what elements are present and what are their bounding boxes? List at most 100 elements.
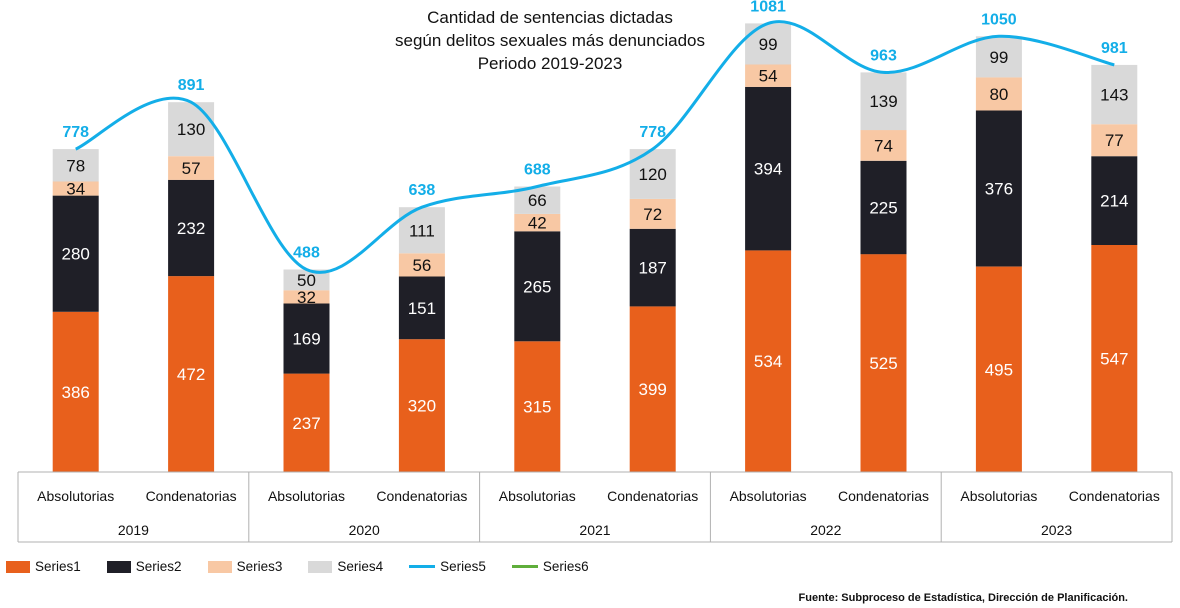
legend-swatch-series4 <box>308 560 333 573</box>
category-label-4: Absolutorias <box>499 488 576 504</box>
data-label-series2-6: 394 <box>754 160 782 179</box>
data-label-series3-5: 72 <box>643 205 662 224</box>
data-label-series1-7: 525 <box>869 354 897 373</box>
bar-series4-9 <box>1091 64 1138 125</box>
data-label-series3-3: 56 <box>412 256 431 275</box>
data-label-series2-2: 169 <box>292 330 320 349</box>
series5-total-line <box>75 20 1115 274</box>
legend-item-series1: Series1 <box>6 559 81 574</box>
data-label-series2-3: 151 <box>408 299 436 318</box>
bar-series3-3 <box>398 253 445 277</box>
legend-label-series3: Series3 <box>236 559 283 574</box>
data-label-series2-7: 225 <box>869 198 897 217</box>
bar-series2-7 <box>860 160 907 255</box>
data-label-series1-5: 399 <box>639 380 667 399</box>
chart-title-line-1: Cantidad de sentencias dictadas <box>427 8 673 27</box>
bar-series3-0 <box>52 181 99 196</box>
total-label-3: 638 <box>409 182 436 199</box>
bar-series2-1 <box>168 179 215 277</box>
bar-series3-5 <box>629 198 676 229</box>
data-label-series1-6: 534 <box>754 352 782 371</box>
legend-swatch-series1 <box>6 560 30 573</box>
data-label-series2-1: 232 <box>177 219 205 238</box>
data-label-series2-8: 376 <box>985 180 1013 199</box>
bar-series3-8 <box>975 77 1022 111</box>
data-label-series1-8: 495 <box>985 360 1013 379</box>
category-label-0: Absolutorias <box>37 488 114 504</box>
bar-series2-8 <box>975 110 1022 267</box>
legend-label-series6: Series6 <box>542 559 589 574</box>
legend-item-series4: Series4 <box>308 559 383 574</box>
data-label-series1-4: 315 <box>523 398 551 417</box>
legend-item-series3: Series3 <box>207 559 283 574</box>
bar-series3-2 <box>283 290 330 304</box>
bar-series1-5 <box>629 306 676 472</box>
data-label-series4-6: 99 <box>759 35 778 54</box>
year-label-2021: 2021 <box>579 522 610 538</box>
data-label-series1-1: 472 <box>177 365 205 384</box>
bar-series4-2 <box>283 269 330 291</box>
data-label-series3-7: 74 <box>874 136 893 155</box>
legend-swatch-series6 <box>511 565 538 568</box>
legend-item-series6: Series6 <box>511 559 589 574</box>
bar-series1-0 <box>52 311 99 472</box>
data-label-series3-8: 80 <box>989 85 1008 104</box>
data-label-series1-0: 386 <box>62 383 90 402</box>
chart-legend: Series1 Series2 Series3 Series4 Series5 … <box>6 559 615 574</box>
bar-series4-0 <box>52 149 99 182</box>
data-label-series3-1: 57 <box>182 159 201 178</box>
bar-series1-7 <box>860 254 907 472</box>
data-label-series4-8: 99 <box>989 48 1008 67</box>
data-label-series3-4: 42 <box>528 214 547 233</box>
data-label-series1-9: 547 <box>1100 350 1128 369</box>
bar-series3-7 <box>860 130 907 161</box>
total-label-9: 981 <box>1101 40 1128 57</box>
legend-swatch-series5 <box>409 565 436 568</box>
legend-item-series5: Series5 <box>409 559 486 574</box>
total-label-4: 688 <box>524 162 551 179</box>
category-label-3: Condenatorias <box>376 488 467 504</box>
chart-title-line-3: Periodo 2019-2023 <box>477 54 623 73</box>
total-label-1: 891 <box>178 77 205 94</box>
category-label-5: Condenatorias <box>607 488 698 504</box>
bar-series3-9 <box>1091 124 1138 157</box>
total-label-8: 1050 <box>981 11 1017 28</box>
legend-label-series5: Series5 <box>440 559 486 574</box>
category-label-9: Condenatorias <box>1069 488 1160 504</box>
data-label-series3-9: 77 <box>1105 131 1124 150</box>
bar-series4-8 <box>975 36 1022 78</box>
bar-series1-3 <box>398 339 445 472</box>
bar-series4-1 <box>168 102 215 157</box>
bar-series2-4 <box>514 231 561 342</box>
category-label-2: Absolutorias <box>268 488 345 504</box>
bar-series4-7 <box>860 72 907 131</box>
total-label-5: 778 <box>639 124 666 141</box>
chart-title: Cantidad de sentencias dictadas según de… <box>290 6 810 75</box>
data-label-series1-3: 320 <box>408 397 436 416</box>
bar-series1-8 <box>975 266 1022 472</box>
year-label-2022: 2022 <box>810 522 841 538</box>
bar-series2-3 <box>398 276 445 340</box>
category-label-7: Condenatorias <box>838 488 929 504</box>
data-label-series2-9: 214 <box>1100 192 1128 211</box>
category-label-8: Absolutorias <box>960 488 1037 504</box>
data-label-series4-0: 78 <box>66 156 85 175</box>
bar-series1-6 <box>745 250 792 472</box>
bar-series2-9 <box>1091 156 1138 245</box>
category-label-6: Absolutorias <box>730 488 807 504</box>
data-label-series4-2: 50 <box>297 271 316 290</box>
bar-series3-4 <box>514 213 561 232</box>
data-label-series2-4: 265 <box>523 277 551 296</box>
bar-series1-9 <box>1091 245 1138 472</box>
bar-series1-1 <box>168 276 215 472</box>
bar-series2-0 <box>52 195 99 312</box>
data-label-series2-0: 280 <box>62 245 90 264</box>
data-label-series4-7: 139 <box>869 92 897 111</box>
bar-series2-5 <box>629 228 676 307</box>
data-label-series3-0: 34 <box>66 180 85 199</box>
bar-series1-4 <box>514 341 561 472</box>
legend-label-series2: Series2 <box>135 559 182 574</box>
data-label-series4-3: 111 <box>409 221 435 240</box>
data-label-series4-5: 120 <box>639 165 667 184</box>
legend-swatch-series2 <box>106 560 131 573</box>
